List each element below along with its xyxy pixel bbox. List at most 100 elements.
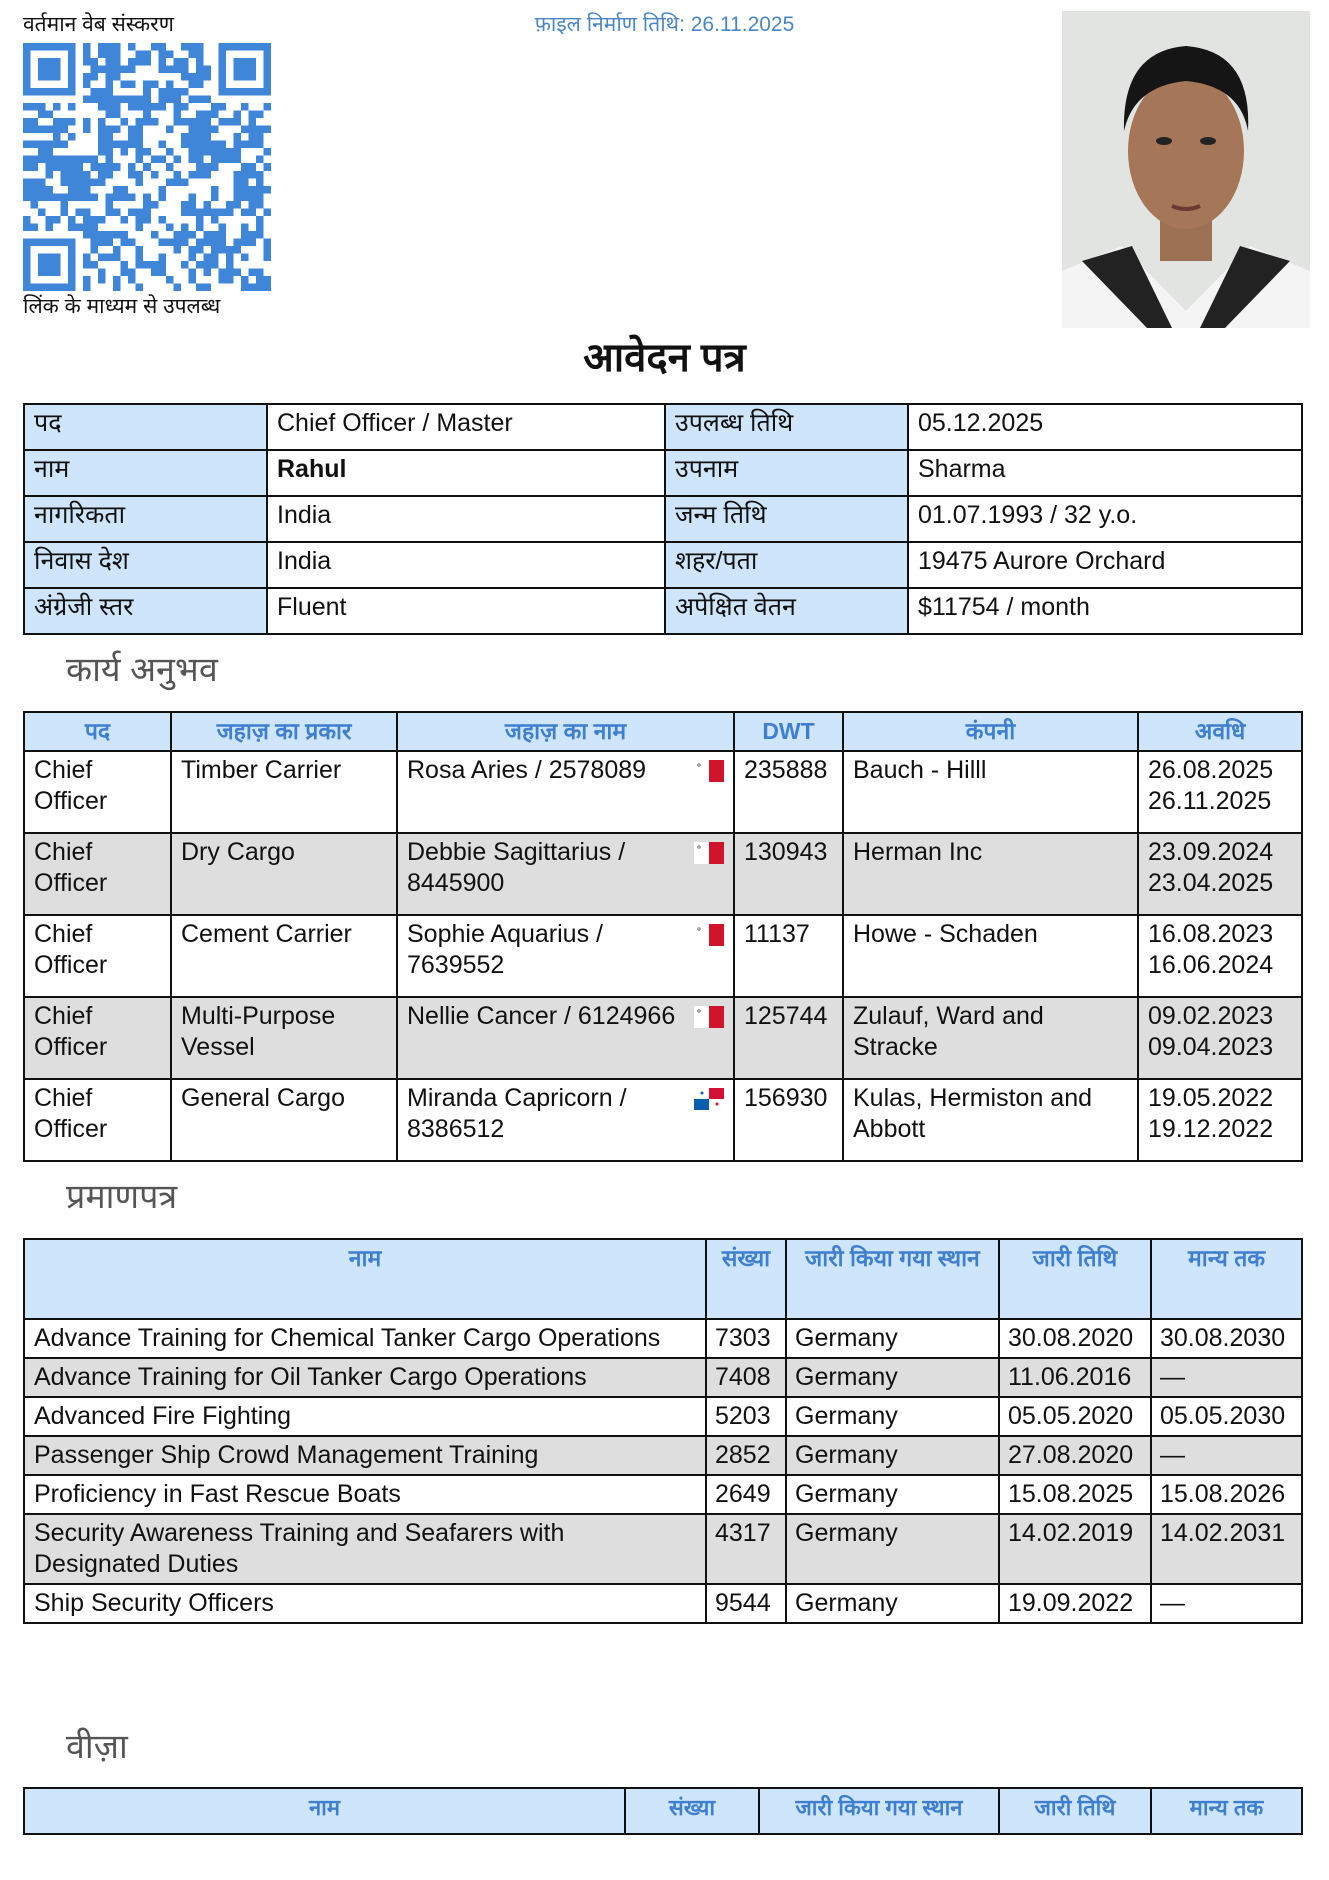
- field-label: शहर/पता: [664, 541, 909, 589]
- certificate-issued-cell: 05.05.2020: [998, 1396, 1152, 1437]
- malta-flag-icon: [694, 1005, 724, 1036]
- vessel-name-cell: Nellie Cancer / 6124966: [396, 996, 735, 1080]
- qr-code[interactable]: [23, 43, 271, 291]
- certificate-number-cell: 2852: [705, 1435, 787, 1476]
- field-value: India: [266, 495, 666, 543]
- column-header: जारी किया गया स्थान: [758, 1787, 1000, 1835]
- visa-heading: वीज़ा: [66, 1728, 128, 1766]
- dwt-cell: 125744: [733, 996, 844, 1080]
- certificate-name-cell: Security Awareness Training and Seafarer…: [23, 1513, 707, 1585]
- certificate-row: Passenger Ship Crowd Management Training…: [23, 1435, 1303, 1476]
- vessel-name-cell: Sophie Aquarius / 7639552: [396, 914, 735, 998]
- column-header: अवधि: [1137, 711, 1303, 752]
- column-header: मान्य तक: [1150, 1238, 1303, 1320]
- column-header: जहाज़ का नाम: [396, 711, 735, 752]
- vessel-type-cell: General Cargo: [170, 1078, 398, 1162]
- field-value: India: [266, 541, 666, 589]
- certificate-place-cell: Germany: [785, 1396, 1000, 1437]
- column-header: DWT: [733, 711, 844, 752]
- certificate-name-cell: Advance Training for Oil Tanker Cargo Op…: [23, 1357, 707, 1398]
- experience-row: Chief Officer General Cargo Miranda Capric…: [23, 1078, 1303, 1162]
- rank-cell: Chief Officer: [23, 832, 172, 916]
- column-header: नाम: [23, 1787, 626, 1835]
- certificate-name-cell: Advance Training for Chemical Tanker Car…: [23, 1318, 707, 1359]
- column-header: नाम: [23, 1238, 707, 1320]
- period-to: 09.04.2023: [1148, 1033, 1274, 1061]
- period-from: 16.08.2023: [1148, 920, 1274, 948]
- company-cell: Zulauf, Ward and Stracke: [842, 996, 1139, 1080]
- field-value: Fluent: [266, 587, 666, 635]
- column-header: पद: [23, 711, 172, 752]
- vessel-type-cell: Cement Carrier: [170, 914, 398, 998]
- experience-row: Chief Officer Cement Carrier Sophie Aquari…: [23, 914, 1303, 998]
- field-label: नागरिकता: [23, 495, 268, 543]
- certificate-row: Security Awareness Training and Seafarer…: [23, 1513, 1303, 1585]
- certificate-row: Proficiency in Fast Rescue Boats 2649 Germ…: [23, 1474, 1303, 1515]
- certificate-valid-cell: —: [1150, 1357, 1303, 1398]
- vessel-name-cell: Debbie Sagittarius / 8445900: [396, 832, 735, 916]
- certificate-issued-cell: 15.08.2025: [998, 1474, 1152, 1515]
- column-header: कंपनी: [842, 711, 1139, 752]
- period-cell: 16.08.2023 16.06.2024: [1137, 914, 1303, 998]
- malta-flag-icon: [694, 923, 724, 954]
- experience-row: Chief Officer Timber Carrier Rosa Aries / …: [23, 750, 1303, 834]
- field-label: जन्म तिथि: [664, 495, 909, 543]
- applicant-photo: [1062, 11, 1310, 328]
- info-row: नाम Rahul उपनाम Sharma: [23, 449, 1303, 497]
- column-header: मान्य तक: [1150, 1787, 1303, 1835]
- field-label: निवास देश: [23, 541, 268, 589]
- company-cell: Bauch - Hilll: [842, 750, 1139, 834]
- field-label: अपेक्षित वेतन: [664, 587, 909, 635]
- dwt-cell: 11137: [733, 914, 844, 998]
- rank-cell: Chief Officer: [23, 996, 172, 1080]
- column-header: जारी तिथि: [998, 1787, 1152, 1835]
- file-creation-date: फ़ाइल निर्माण तिथि: 26.11.2025: [534, 13, 795, 36]
- certificate-valid-cell: —: [1150, 1583, 1303, 1624]
- visa-table: नाम संख्या जारी किया गया स्थान जारी तिथि मान…: [23, 1787, 1303, 1835]
- period-to: 26.11.2025: [1148, 787, 1272, 815]
- period-from: 26.08.2025: [1148, 756, 1274, 784]
- certificate-row: Ship Security Officers 9544 Germany 19.09.2…: [23, 1583, 1303, 1624]
- field-label: पद: [23, 403, 268, 451]
- period-to: 23.04.2025: [1148, 869, 1274, 897]
- field-value: 01.07.1993 / 32 y.o.: [907, 495, 1303, 543]
- field-value: Chief Officer / Master: [266, 403, 666, 451]
- panama-flag-icon: [694, 1087, 724, 1118]
- personal-info-table: पद Chief Officer / Master उपलब्ध तिथि 05.12…: [23, 403, 1303, 635]
- rank-cell: Chief Officer: [23, 1078, 172, 1162]
- rank-cell: Chief Officer: [23, 914, 172, 998]
- vessel-name-cell: Miranda Capricorn / 8386512: [396, 1078, 735, 1162]
- info-row: नागरिकता India जन्म तिथि 01.07.1993 / 32 y.…: [23, 495, 1303, 543]
- certificate-issued-cell: 14.02.2019: [998, 1513, 1152, 1585]
- info-row: पद Chief Officer / Master उपलब्ध तिथि 05.12…: [23, 403, 1303, 451]
- certificate-name-cell: Ship Security Officers: [23, 1583, 707, 1624]
- vessel-name: Rosa Aries / 2578089: [407, 756, 647, 784]
- certificate-valid-cell: —: [1150, 1435, 1303, 1476]
- period-from: 09.02.2023: [1148, 1002, 1274, 1030]
- period-to: 19.12.2022: [1148, 1115, 1274, 1143]
- column-header: जहाज़ का प्रकार: [170, 711, 398, 752]
- period-from: 23.09.2024: [1148, 838, 1274, 866]
- certificate-issued-cell: 11.06.2016: [998, 1357, 1152, 1398]
- dwt-cell: 156930: [733, 1078, 844, 1162]
- certificate-place-cell: Germany: [785, 1583, 1000, 1624]
- certificate-issued-cell: 27.08.2020: [998, 1435, 1152, 1476]
- period-cell: 23.09.2024 23.04.2025: [1137, 832, 1303, 916]
- experience-row: Chief Officer Dry Cargo Debbie Sagittarius…: [23, 832, 1303, 916]
- field-value: 05.12.2025: [907, 403, 1303, 451]
- vessel-name: Miranda Capricorn / 8386512: [407, 1084, 627, 1143]
- malta-flag-icon: [694, 759, 724, 790]
- field-value: Rahul: [266, 449, 666, 497]
- certificate-row: Advance Training for Oil Tanker Cargo Op…: [23, 1357, 1303, 1398]
- certificate-name-cell: Proficiency in Fast Rescue Boats: [23, 1474, 707, 1515]
- certificates-heading: प्रमाणपत्र: [66, 1178, 178, 1216]
- certificate-valid-cell: 14.02.2031: [1150, 1513, 1303, 1585]
- certificate-number-cell: 9544: [705, 1583, 787, 1624]
- period-cell: 09.02.2023 09.04.2023: [1137, 996, 1303, 1080]
- work-experience-table: पद जहाज़ का प्रकार जहाज़ का नाम DWT कंपनी अवध…: [23, 711, 1303, 1162]
- certificate-number-cell: 2649: [705, 1474, 787, 1515]
- field-value: Sharma: [907, 449, 1303, 497]
- dwt-cell: 235888: [733, 750, 844, 834]
- certificate-name-cell: Advanced Fire Fighting: [23, 1396, 707, 1437]
- vessel-type-cell: Multi-Purpose Vessel: [170, 996, 398, 1080]
